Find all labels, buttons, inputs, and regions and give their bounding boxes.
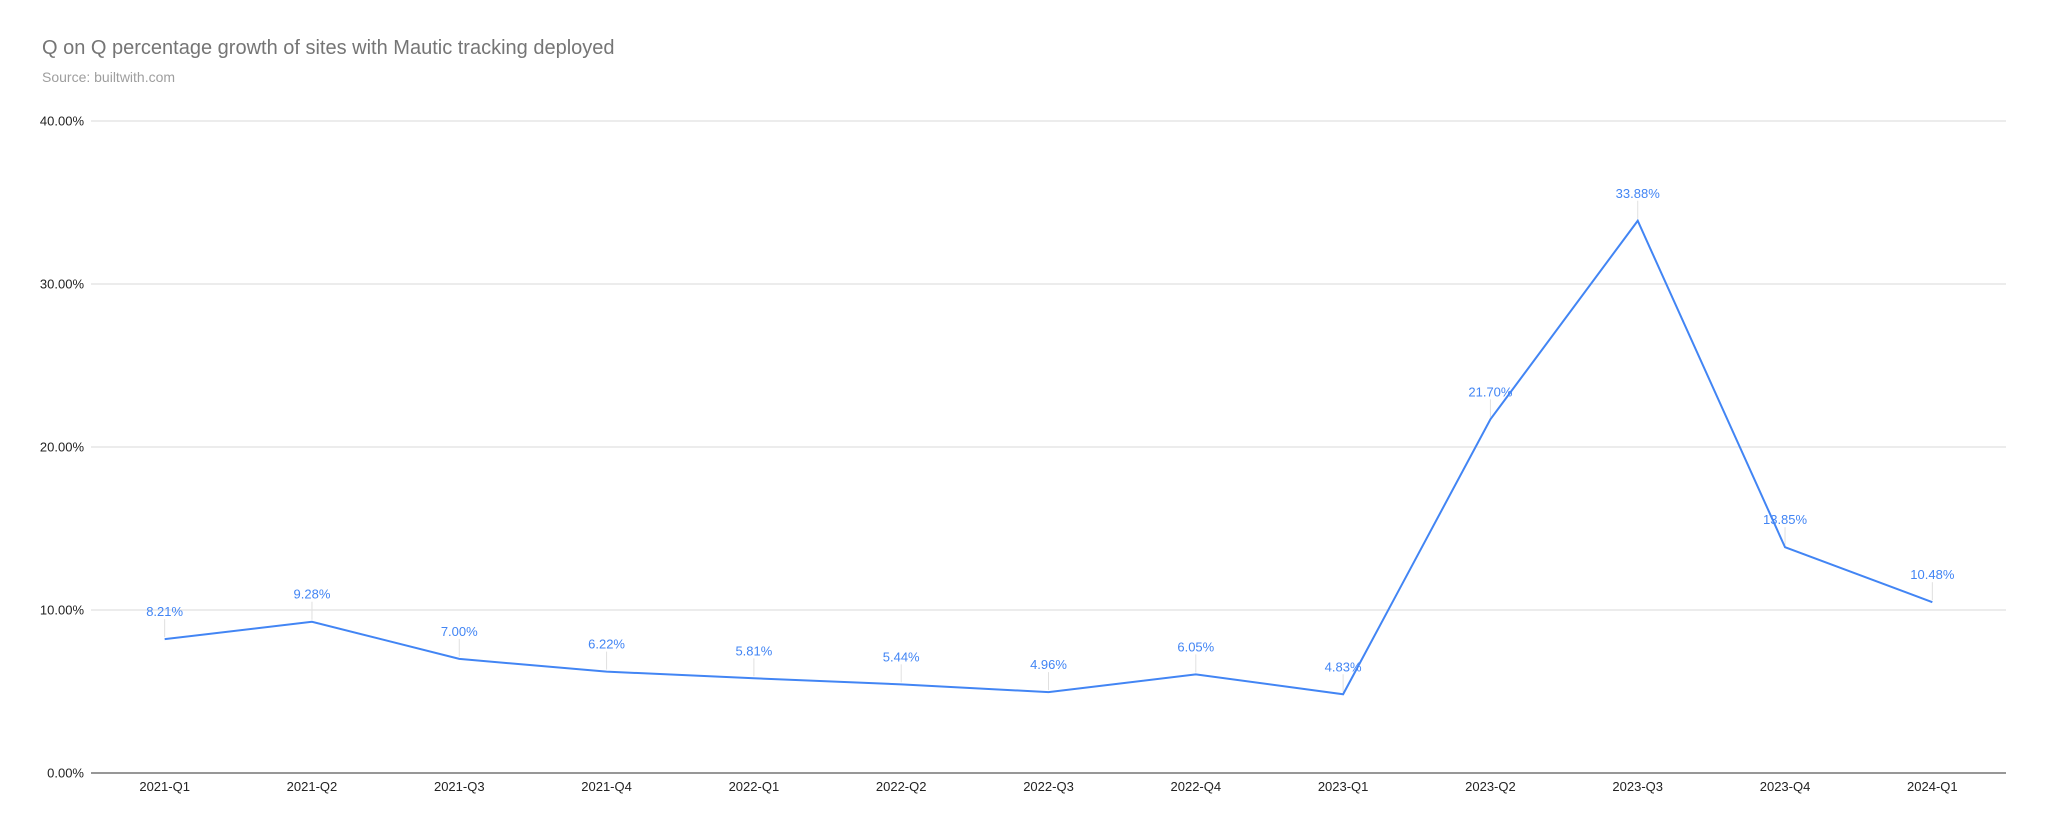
chart-subtitle: Source: builtwith.com <box>42 69 176 85</box>
x-tick-label: 2021-Q3 <box>434 779 485 794</box>
x-tick-label: 2022-Q1 <box>729 779 780 794</box>
data-label: 5.81% <box>735 643 772 658</box>
data-label: 9.28% <box>294 587 331 602</box>
x-tick-label: 2023-Q4 <box>1760 779 1811 794</box>
data-label: 4.83% <box>1325 659 1362 674</box>
data-label: 13.85% <box>1763 512 1808 527</box>
y-tick-label: 10.00% <box>40 603 85 618</box>
x-tick-label: 2024-Q1 <box>1907 779 1958 794</box>
data-label-leaders <box>164 200 1933 693</box>
series-line <box>164 218 1933 696</box>
x-tick-label: 2022-Q4 <box>1171 779 1222 794</box>
y-tick-label: 0.00% <box>47 766 84 781</box>
x-tick-label: 2021-Q4 <box>581 779 632 794</box>
data-label: 8.21% <box>146 604 183 619</box>
x-tick-label: 2023-Q3 <box>1612 779 1663 794</box>
data-label: 6.22% <box>588 637 625 652</box>
data-label: 10.48% <box>1910 567 1955 582</box>
data-label: 6.05% <box>1177 639 1214 654</box>
data-label: 7.00% <box>441 624 478 639</box>
data-label: 5.44% <box>883 649 920 664</box>
chart-title: Q on Q percentage growth of sites with M… <box>42 37 615 59</box>
data-label: 21.70% <box>1468 384 1513 399</box>
x-tick-label: 2021-Q2 <box>287 779 338 794</box>
y-tick-label: 30.00% <box>40 277 85 292</box>
y-tick-label: 20.00% <box>40 440 85 455</box>
data-label: 33.88% <box>1616 186 1661 201</box>
x-axis: 2021-Q1 2021-Q2 2021-Q3 2021-Q4 2022-Q1 2022-… <box>139 779 1957 794</box>
gridlines <box>91 120 2006 774</box>
y-axis: 0.00% 10.00% 20.00% 30.00% 40.00% <box>40 114 85 781</box>
y-tick-label: 40.00% <box>40 114 85 129</box>
x-tick-label: 2023-Q2 <box>1465 779 1516 794</box>
x-tick-label: 2021-Q1 <box>139 779 190 794</box>
x-tick-label: 2022-Q3 <box>1023 779 1074 794</box>
data-labels: 8.21% 9.28% 7.00% 6.22% 5.81% 5.44% 4.96% 6.05%… <box>146 186 1955 675</box>
series-line-path <box>164 218 1933 696</box>
x-tick-label: 2022-Q2 <box>876 779 927 794</box>
data-label: 4.96% <box>1030 657 1067 672</box>
x-tick-label: 2023-Q1 <box>1318 779 1369 794</box>
